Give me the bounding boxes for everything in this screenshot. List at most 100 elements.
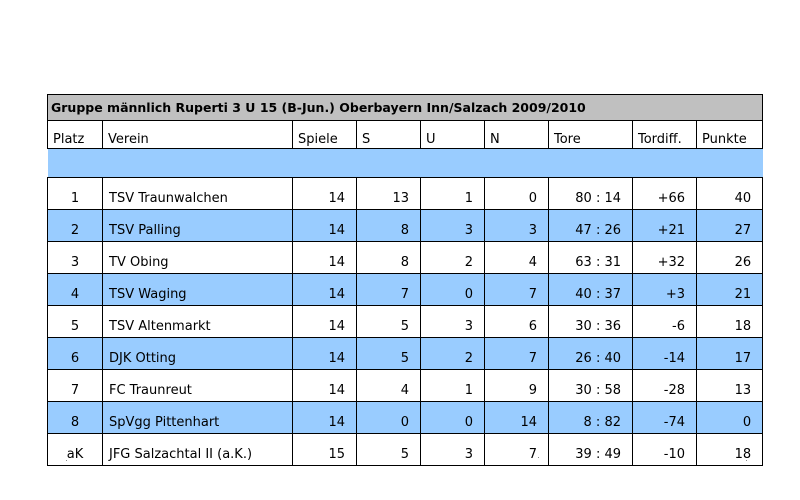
cell-u: 0 (420, 273, 485, 306)
cell-verein: JFG Salzachtal II (a.K.) (102, 433, 293, 466)
table-row: 6 DJK Otting 14 5 2 7 26 : 40 -14 17 (47, 337, 764, 370)
stray-dot (66, 460, 67, 461)
cell-tore: 39 : 49 (548, 433, 633, 466)
cell-u: 3 (420, 433, 485, 466)
cell-n: 9 (484, 369, 549, 402)
cell-tordiff: +21 (632, 209, 697, 242)
header-u: U (420, 120, 485, 149)
table-row: 7 FC Traunreut 14 4 1 9 30 : 58 -28 13 (47, 369, 764, 402)
cell-tordiff: -14 (632, 337, 697, 370)
cell-tore: 30 : 58 (548, 369, 633, 402)
header-punkte: Punkte (695, 120, 764, 149)
cell-punkte: 21 (695, 273, 764, 306)
cell-tordiff: -74 (632, 401, 697, 434)
cell-platz: 3 (47, 241, 103, 274)
cell-punkte: 18 (695, 433, 764, 466)
header-verein: Verein (102, 120, 293, 149)
cell-spiele: 14 (292, 241, 357, 274)
stray-dot (746, 460, 747, 461)
cell-verein: FC Traunreut (102, 369, 293, 402)
cell-tore: 30 : 36 (548, 305, 633, 338)
cell-tore: 26 : 40 (548, 337, 633, 370)
cell-tore: 63 : 31 (548, 241, 633, 274)
cell-verein: TSV Palling (102, 209, 293, 242)
cell-platz: 8 (47, 401, 103, 434)
cell-spiele: 14 (292, 369, 357, 402)
table-row: 3 TV Obing 14 8 2 4 63 : 31 +32 26 (47, 241, 764, 274)
cell-tordiff: -10 (632, 433, 697, 466)
cell-u: 1 (420, 369, 485, 402)
cell-spiele: 14 (292, 305, 357, 338)
cell-punkte: 18 (695, 305, 764, 338)
cell-s: 5 (356, 305, 421, 338)
cell-s: 8 (356, 209, 421, 242)
cell-tore: 80 : 14 (548, 177, 633, 210)
cell-u: 0 (420, 401, 485, 434)
cell-verein: TSV Waging (102, 273, 293, 306)
cell-punkte: 27 (695, 209, 764, 242)
header-tordiff: Tordiff. (632, 120, 697, 149)
cell-punkte: 0 (695, 401, 764, 434)
cell-spiele: 14 (292, 401, 357, 434)
cell-verein: TSV Traunwalchen (102, 177, 293, 210)
cell-tore: 40 : 37 (548, 273, 633, 306)
cell-tore: 8 : 82 (548, 401, 633, 434)
cell-platz: 7 (47, 369, 103, 402)
cell-u: 1 (420, 177, 485, 210)
cell-tordiff: -28 (632, 369, 697, 402)
cell-verein: TSV Altenmarkt (102, 305, 293, 338)
header-row: Platz Verein Spiele S U N Tore Tordiff. … (47, 120, 764, 149)
cell-verein: SpVgg Pittenhart (102, 401, 293, 434)
header-spiele: Spiele (292, 120, 357, 149)
cell-spiele: 14 (292, 337, 357, 370)
table-row: aK JFG Salzachtal II (a.K.) 15 5 3 7 39 : 49 -1… (47, 433, 764, 466)
cell-u: 2 (420, 337, 485, 370)
cell-n: 6 (484, 305, 549, 338)
table-row: 1 TSV Traunwalchen 14 13 1 0 80 : 14 +66 40 (47, 177, 764, 210)
cell-u: 3 (420, 305, 485, 338)
header-s: S (356, 120, 421, 149)
cell-spiele: 14 (292, 209, 357, 242)
cell-platz: aK (47, 433, 103, 466)
cell-s: 4 (356, 369, 421, 402)
cell-s: 13 (356, 177, 421, 210)
cell-platz: 4 (47, 273, 103, 306)
table-title-row: Gruppe männlich Ruperti 3 U 15 (B-Jun.) … (46, 94, 764, 121)
cell-platz: 2 (47, 209, 103, 242)
cell-tordiff: +32 (632, 241, 697, 274)
standings-table-container: Gruppe männlich Ruperti 3 U 15 (B-Jun.) … (46, 94, 764, 466)
table-row: 5 TSV Altenmarkt 14 5 3 6 30 : 36 -6 18 (47, 305, 764, 338)
cell-tordiff: +3 (632, 273, 697, 306)
cell-tordiff: +66 (632, 177, 697, 210)
cell-s: 5 (356, 433, 421, 466)
table-row: 4 TSV Waging 14 7 0 7 40 : 37 +3 21 (47, 273, 764, 306)
cell-n: 7 (484, 273, 549, 306)
cell-platz: 6 (47, 337, 103, 370)
cell-punkte: 13 (695, 369, 764, 402)
cell-verein: TV Obing (102, 241, 293, 274)
header-tore: Tore (548, 120, 633, 149)
cell-n: 7 (484, 433, 549, 466)
cell-n: 7 (484, 337, 549, 370)
cell-platz: 1 (47, 177, 103, 210)
stray-dot (538, 457, 539, 458)
cell-punkte: 17 (695, 337, 764, 370)
header-n: N (484, 120, 549, 149)
header-platz: Platz (47, 120, 103, 149)
cell-s: 0 (356, 401, 421, 434)
cell-punkte: 26 (695, 241, 764, 274)
cell-punkte: 40 (695, 177, 764, 210)
cell-n: 0 (484, 177, 549, 210)
cell-s: 7 (356, 273, 421, 306)
spacer-row (47, 148, 763, 178)
cell-spiele: 14 (292, 177, 357, 210)
cell-s: 5 (356, 337, 421, 370)
cell-n: 3 (484, 209, 549, 242)
table-title: Gruppe männlich Ruperti 3 U 15 (B-Jun.) … (46, 94, 764, 121)
cell-platz: 5 (47, 305, 103, 338)
cell-verein: DJK Otting (102, 337, 293, 370)
cell-u: 3 (420, 209, 485, 242)
cell-tordiff: -6 (632, 305, 697, 338)
cell-spiele: 14 (292, 273, 357, 306)
standings-table: Gruppe männlich Ruperti 3 U 15 (B-Jun.) … (46, 94, 764, 466)
